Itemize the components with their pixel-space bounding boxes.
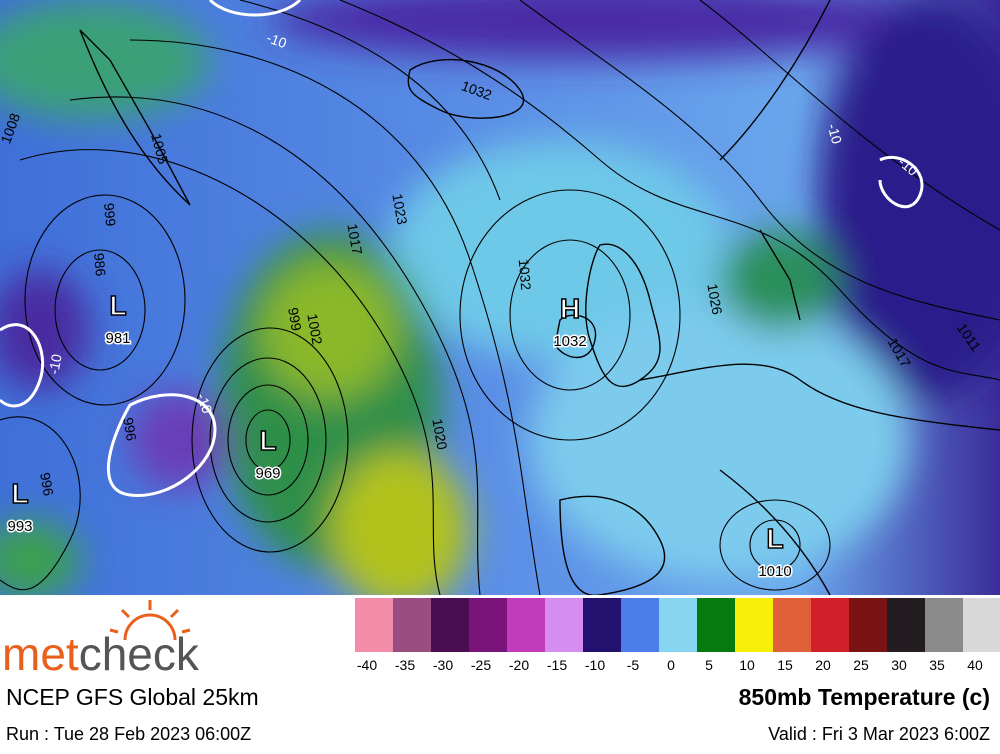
isobar-label: 1026 bbox=[704, 282, 725, 316]
legend-swatch bbox=[583, 598, 621, 652]
legend-tick-label: 5 bbox=[705, 657, 713, 673]
legend-tick-label: -30 bbox=[433, 657, 453, 673]
legend-swatch bbox=[887, 598, 925, 652]
legend-tick-label: 15 bbox=[777, 657, 793, 673]
isobar-label: 986 bbox=[91, 252, 109, 277]
legend-tick-label: -5 bbox=[627, 657, 640, 673]
legend-swatch bbox=[849, 598, 887, 652]
legend-swatch bbox=[469, 598, 507, 652]
center-value: 1032 bbox=[553, 333, 586, 350]
legend-tick-label: 10 bbox=[739, 657, 755, 673]
legend-swatch bbox=[963, 598, 1000, 652]
legend-swatch bbox=[355, 598, 393, 652]
legend-tick-label: -40 bbox=[357, 657, 377, 673]
parameter: 850mb Temperature (c) bbox=[739, 684, 990, 710]
valid-time: Valid : Fri 3 Mar 2023 6:00Z bbox=[768, 724, 990, 744]
center-value: 981 bbox=[105, 330, 130, 347]
isobar-label: 999 bbox=[101, 202, 119, 227]
temperature-label: -10 bbox=[194, 391, 216, 416]
legend-tick-label: -20 bbox=[509, 657, 529, 673]
center-value: 969 bbox=[255, 465, 280, 482]
model: NCEP GFS Global 25km bbox=[6, 684, 259, 710]
temperature-label: -10 bbox=[264, 29, 289, 51]
legend-swatch bbox=[659, 598, 697, 652]
legend-swatch bbox=[393, 598, 431, 652]
center-symbol: L bbox=[11, 478, 28, 509]
map bbox=[0, 0, 1000, 610]
temperature-label: -10 bbox=[824, 122, 845, 146]
isobar-label: 996 bbox=[37, 471, 57, 497]
legend-tick-label: -15 bbox=[547, 657, 567, 673]
legend-swatch bbox=[925, 598, 963, 652]
legend-tick-label: 30 bbox=[891, 657, 907, 673]
isobar-label: 996 bbox=[120, 416, 140, 442]
legend-swatch bbox=[773, 598, 811, 652]
run-time: Run : Tue 28 Feb 2023 06:00Z bbox=[6, 724, 251, 744]
center-symbol: L bbox=[766, 523, 783, 554]
isobar-label: 1005 bbox=[148, 132, 172, 166]
isobar-label: 999 bbox=[285, 306, 305, 332]
brand: metcheck bbox=[2, 628, 200, 680]
legend-tick-label: 0 bbox=[667, 657, 675, 673]
legend-swatch bbox=[621, 598, 659, 652]
legend-swatch bbox=[735, 598, 773, 652]
isobar-label: 1032 bbox=[516, 258, 535, 291]
legend-tick-label: -35 bbox=[395, 657, 415, 673]
legend-tick-label: 35 bbox=[929, 657, 945, 673]
isobar-label: 1017 bbox=[344, 222, 365, 256]
center-symbol: H bbox=[560, 293, 580, 324]
legend-tick-label: 25 bbox=[853, 657, 869, 673]
center-value: 1010 bbox=[758, 563, 791, 580]
legend-swatch bbox=[431, 598, 469, 652]
logo-sun bbox=[109, 600, 191, 641]
isobar-label: 1002 bbox=[304, 312, 325, 346]
legend-tick-label: 20 bbox=[815, 657, 831, 673]
legend-tick-label: 40 bbox=[967, 657, 983, 673]
legend-tick-label: -25 bbox=[471, 657, 491, 673]
legend-swatch bbox=[507, 598, 545, 652]
legend-swatch bbox=[545, 598, 583, 652]
center-symbol: L bbox=[109, 290, 126, 321]
isobar-label: 1020 bbox=[429, 417, 450, 451]
legend: -40 -35 -30 -25 -20 -15 -10 -5 0 5 10 15 20 25 30 35 40 bbox=[355, 598, 1000, 673]
center-value: 993 bbox=[7, 518, 32, 535]
isobar-label: 1023 bbox=[389, 192, 410, 226]
temperature-label: -10 bbox=[45, 353, 64, 376]
legend-swatch bbox=[811, 598, 849, 652]
center-symbol: L bbox=[259, 425, 276, 456]
legend-swatch bbox=[697, 598, 735, 652]
legend-tick-label: -10 bbox=[585, 657, 605, 673]
